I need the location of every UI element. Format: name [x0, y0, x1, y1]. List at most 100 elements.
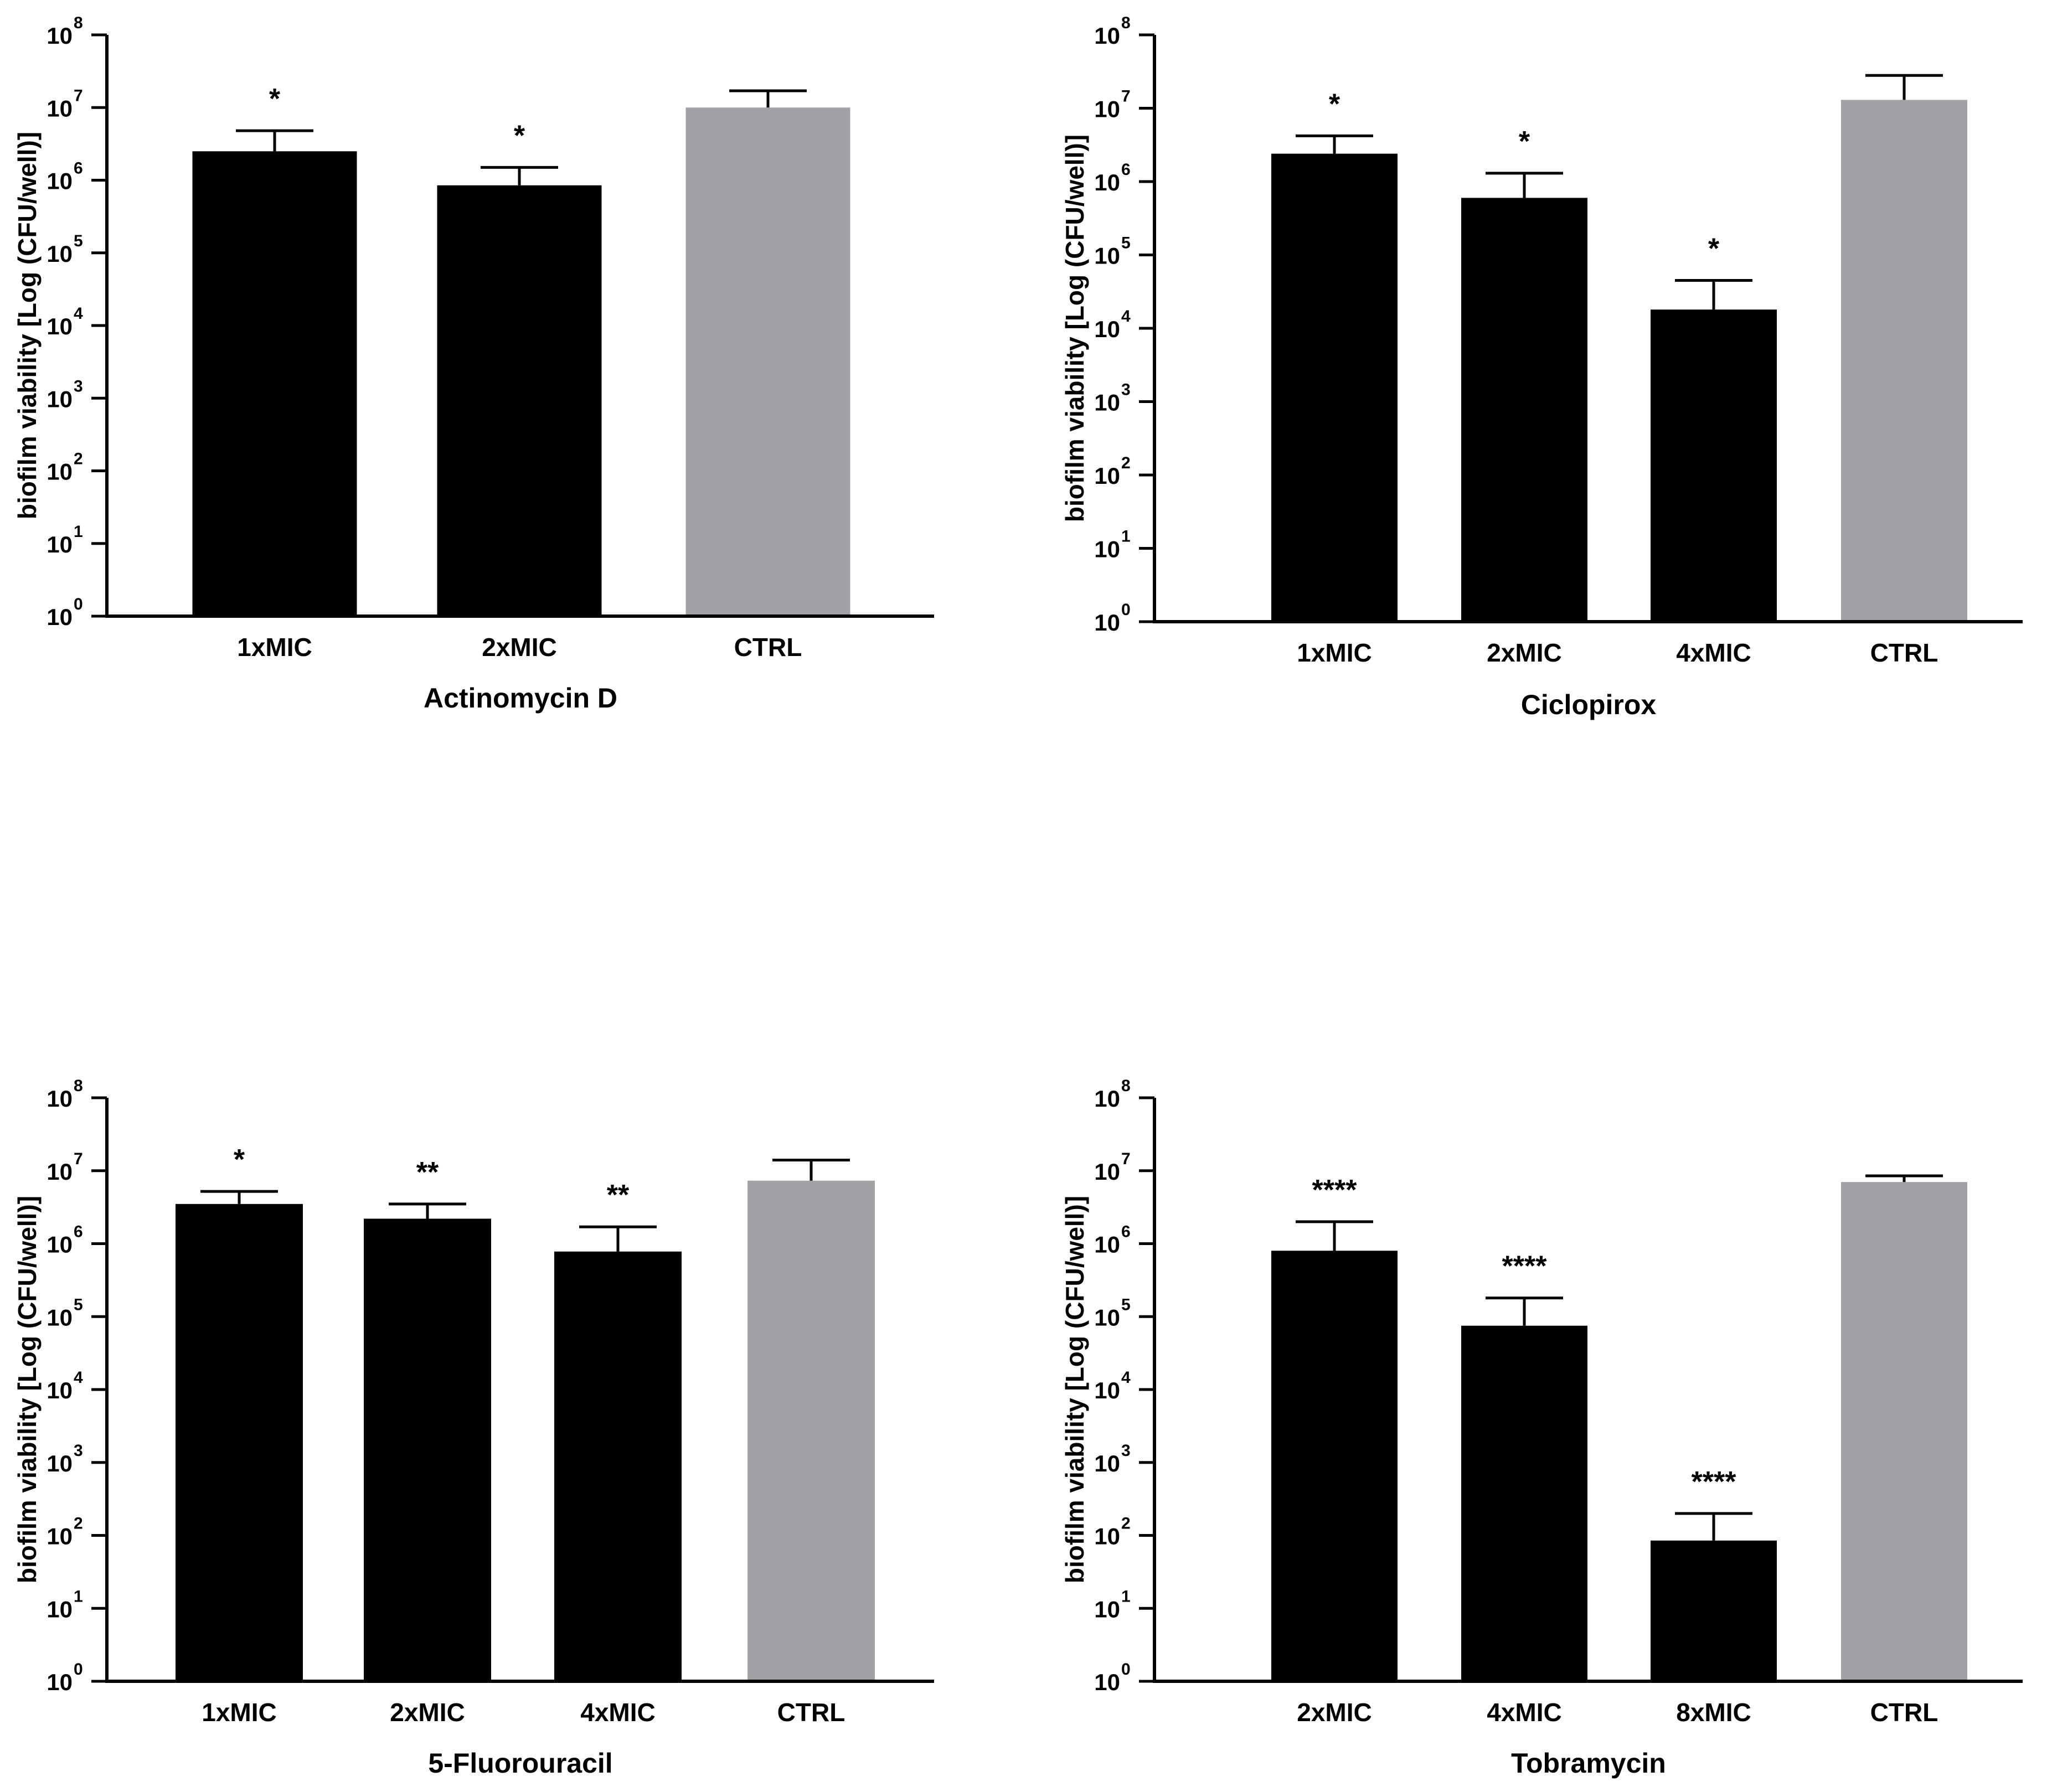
y-tick-exponent: 2 [74, 450, 83, 468]
y-tick-exponent: 5 [74, 1295, 83, 1314]
y-tick-exponent: 6 [1121, 1223, 1131, 1241]
y-tick-exponent: 7 [1121, 1150, 1131, 1168]
y-tick-label: 10 [1094, 536, 1120, 562]
bar-8xmic [1651, 1540, 1777, 1681]
y-tick-exponent: 2 [1121, 1515, 1131, 1533]
y-tick-label: 10 [1094, 390, 1120, 416]
y-axis-label: biofilm viability [Log (CFU/well)] [1060, 1196, 1089, 1583]
y-tick-label: 10 [47, 23, 73, 49]
y-tick-exponent: 4 [1121, 307, 1131, 326]
y-tick-label: 10 [1094, 463, 1120, 489]
y-tick-label: 10 [47, 1596, 73, 1622]
y-tick-exponent: 6 [1121, 161, 1131, 179]
significance-label: **** [1502, 1251, 1548, 1283]
significance-label: **** [1312, 1174, 1358, 1206]
y-tick-label: 10 [1094, 23, 1120, 49]
x-tick-label: 1xMIC [237, 633, 312, 662]
significance-label: * [514, 120, 525, 152]
x-tick-label: 1xMIC [202, 1698, 276, 1727]
bar-ctrl [747, 1180, 875, 1681]
y-tick-exponent: 2 [1121, 454, 1131, 472]
y-tick-exponent: 8 [74, 1077, 83, 1095]
x-tick-label: 2xMIC [482, 633, 556, 662]
y-tick-exponent: 4 [1121, 1368, 1131, 1387]
y-tick-label: 10 [47, 531, 73, 557]
y-tick-exponent: 8 [1121, 14, 1131, 32]
y-tick-exponent: 7 [74, 1150, 83, 1168]
y-tick-exponent: 1 [74, 523, 83, 541]
y-tick-label: 10 [1094, 610, 1120, 636]
x-axis-title: Tobramycin [1511, 1748, 1666, 1779]
y-tick-exponent: 5 [74, 232, 83, 250]
y-tick-exponent: 5 [1121, 234, 1131, 252]
y-tick-label: 10 [1094, 243, 1120, 269]
y-tick-exponent: 1 [74, 1587, 83, 1605]
bar-ctrl [685, 107, 850, 616]
y-tick-label: 10 [47, 386, 73, 412]
y-tick-label: 10 [47, 168, 73, 194]
y-axis-label: biofilm viability [Log (CFU/well)] [1060, 135, 1089, 522]
y-tick-exponent: 2 [74, 1515, 83, 1533]
significance-label: * [234, 1144, 245, 1176]
y-tick-label: 10 [47, 1304, 73, 1330]
bar-1xmic [192, 151, 357, 616]
y-tick-exponent: 4 [74, 304, 83, 323]
bar-1xmic [176, 1204, 303, 1681]
y-tick-exponent: 3 [1121, 1442, 1131, 1460]
bar-4xmic [1461, 1325, 1587, 1681]
x-tick-label: 8xMIC [1676, 1698, 1751, 1727]
x-tick-label: 4xMIC [580, 1698, 655, 1727]
x-axis-title: Ciclopirox [1521, 689, 1657, 720]
y-tick-label: 10 [1094, 96, 1120, 122]
significance-label: ** [607, 1179, 630, 1211]
bar-2xmic [1271, 1251, 1398, 1681]
y-tick-exponent: 3 [1121, 381, 1131, 399]
x-tick-label: 2xMIC [1297, 1698, 1372, 1727]
y-tick-label: 10 [1094, 1450, 1120, 1476]
y-tick-label: 10 [47, 313, 73, 339]
y-tick-label: 10 [47, 241, 73, 267]
x-tick-label: CTRL [1870, 638, 1938, 667]
y-tick-exponent: 1 [1121, 1587, 1131, 1605]
bar-4xmic [1651, 309, 1777, 622]
y-tick-label: 10 [1094, 316, 1120, 342]
bar-2xmic [437, 185, 602, 616]
y-tick-exponent: 3 [74, 377, 83, 395]
bar-2xmic [364, 1218, 491, 1681]
x-tick-label: CTRL [777, 1698, 845, 1727]
y-tick-exponent: 7 [1121, 87, 1131, 106]
x-tick-label: 2xMIC [390, 1698, 465, 1727]
y-tick-exponent: 0 [74, 595, 83, 613]
y-tick-label: 10 [47, 459, 73, 485]
y-tick-label: 10 [47, 1159, 73, 1185]
y-tick-exponent: 6 [74, 1223, 83, 1241]
x-tick-label: CTRL [734, 633, 802, 662]
x-tick-label: CTRL [1870, 1698, 1938, 1727]
x-tick-label: 4xMIC [1487, 1698, 1561, 1727]
y-tick-label: 10 [47, 1669, 73, 1695]
y-tick-label: 10 [1094, 1232, 1120, 1258]
bar-ctrl [1841, 100, 1967, 622]
y-tick-label: 10 [1094, 1669, 1120, 1695]
y-tick-exponent: 0 [1121, 601, 1131, 619]
y-tick-label: 10 [47, 1450, 73, 1476]
y-tick-label: 10 [1094, 1086, 1120, 1112]
y-axis-label: biofilm viability [Log (CFU/well)] [13, 1196, 42, 1583]
y-tick-label: 10 [47, 1377, 73, 1403]
y-tick-exponent: 0 [74, 1660, 83, 1679]
y-tick-label: 10 [47, 1086, 73, 1112]
x-tick-label: 2xMIC [1487, 638, 1561, 667]
x-axis-title: Actinomycin D [424, 683, 617, 714]
significance-label: * [1329, 88, 1340, 120]
significance-label: * [269, 83, 281, 115]
y-tick-label: 10 [1094, 1596, 1120, 1622]
y-tick-exponent: 8 [1121, 1077, 1131, 1095]
y-tick-label: 10 [47, 1232, 73, 1258]
significance-label: ** [416, 1156, 439, 1189]
significance-label: * [1519, 126, 1530, 158]
bar-2xmic [1461, 198, 1587, 622]
y-tick-label: 10 [47, 604, 73, 630]
